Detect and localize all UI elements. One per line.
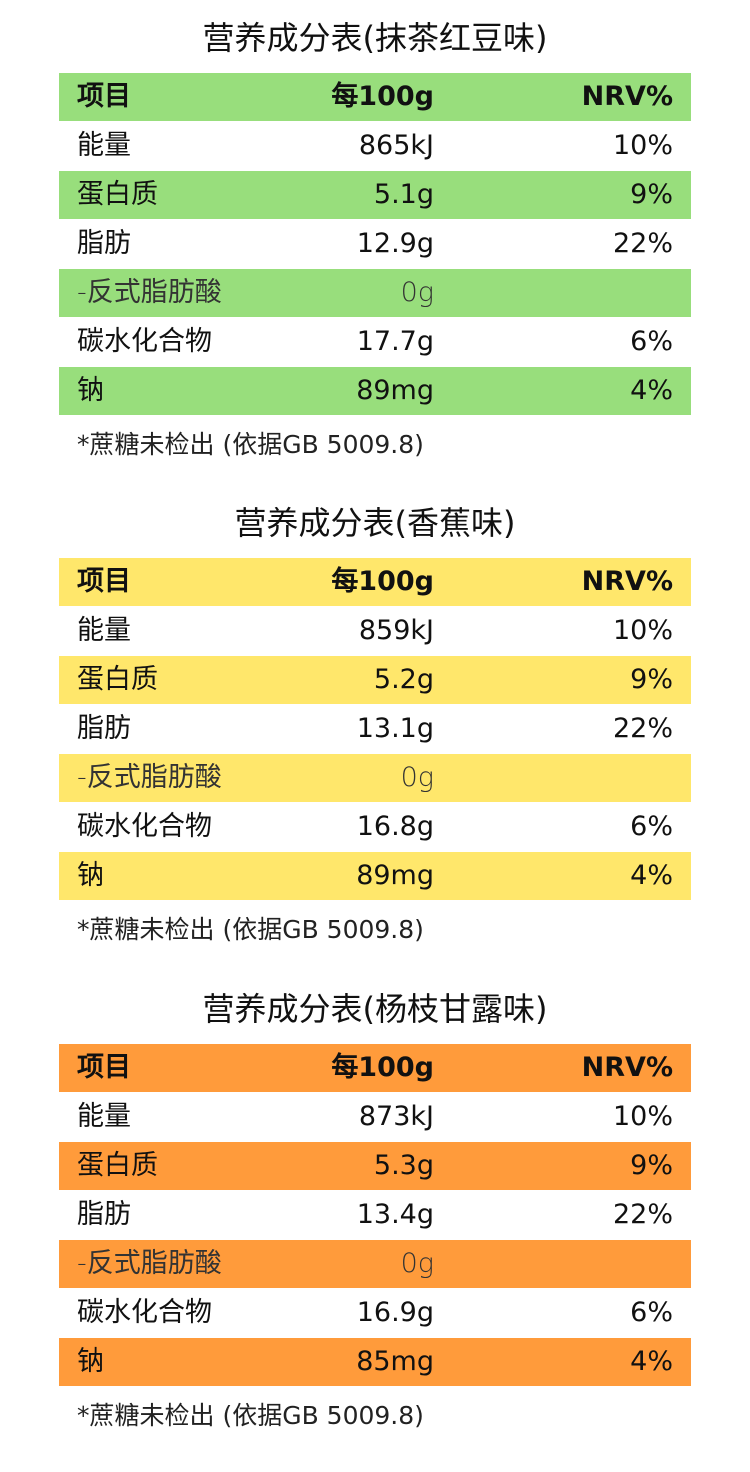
table-row: -反式脂肪酸 0g <box>59 269 691 317</box>
item-name: 碳水化合物 <box>77 1297 212 1328</box>
section-title: 营养成分表(香蕉味) <box>234 504 516 542</box>
per-100g-value: 865kJ <box>358 130 434 161</box>
item-name: 钠 <box>77 375 104 406</box>
table-row: 蛋白质 5.2g 9% <box>59 656 691 704</box>
table-row: 碳水化合物 17.7g 6% <box>59 317 691 367</box>
nrv-value: NRV% <box>581 566 673 597</box>
per-100g-value: 每100g <box>331 1052 434 1083</box>
nrv-value: 22% <box>612 713 673 744</box>
item-name: 钠 <box>77 860 104 891</box>
table-row: 碳水化合物 16.8g 6% <box>59 802 691 852</box>
item-name: 脂肪 <box>77 713 131 744</box>
item-name: 钠 <box>77 1346 104 1377</box>
item-name: 能量 <box>77 1101 131 1132</box>
nutrition-section: 营养成分表(香蕉味) 项目 每100g NRV% 能量 859kJ 10% 蛋白… <box>0 485 750 970</box>
nutrition-section: 营养成分表(抹茶红豆味) 项目 每100g NRV% 能量 865kJ 10% … <box>0 0 750 485</box>
per-100g-value: 每100g <box>331 81 434 112</box>
nutrition-table: 项目 每100g NRV% 能量 873kJ 10% 蛋白质 5.3g 9% 脂… <box>59 1044 691 1386</box>
table-row: 能量 859kJ 10% <box>59 606 691 656</box>
table-row: 蛋白质 5.1g 9% <box>59 171 691 219</box>
per-100g-value: 89mg <box>356 375 434 406</box>
table-row: 脂肪 12.9g 22% <box>59 219 691 269</box>
table-header: 项目 每100g NRV% <box>59 558 691 606</box>
table-row: -反式脂肪酸 0g <box>59 754 691 802</box>
nrv-value: 4% <box>630 375 673 406</box>
per-100g-value: 16.9g <box>356 1297 434 1328</box>
item-name: 能量 <box>77 615 131 646</box>
item-name: 能量 <box>77 130 131 161</box>
per-100g-value: 13.1g <box>356 713 434 744</box>
item-name: 项目 <box>77 81 131 112</box>
footnote: *蔗糖未检出 (依据GB 5009.8) <box>77 915 424 944</box>
nrv-value: 22% <box>612 228 673 259</box>
table-row: -反式脂肪酸 0g <box>59 1240 691 1288</box>
per-100g-value: 89mg <box>356 860 434 891</box>
table-row: 能量 865kJ 10% <box>59 121 691 171</box>
per-100g-value: 85mg <box>356 1346 434 1377</box>
nrv-value: 22% <box>612 1199 673 1230</box>
nrv-value: 6% <box>630 811 673 842</box>
nrv-value: 10% <box>612 1101 673 1132</box>
item-name: 蛋白质 <box>77 1150 158 1181</box>
per-100g-value: 5.1g <box>373 179 434 210</box>
per-100g-value: 12.9g <box>356 228 434 259</box>
nrv-value: NRV% <box>581 1052 673 1083</box>
nrv-value: 10% <box>612 615 673 646</box>
item-name: 项目 <box>77 566 131 597</box>
per-100g-value: 5.3g <box>373 1150 434 1181</box>
nutrition-section: 营养成分表(杨枝甘露味) 项目 每100g NRV% 能量 873kJ 10% … <box>0 971 750 1456</box>
table-row: 脂肪 13.4g 22% <box>59 1190 691 1240</box>
per-100g-value: 17.7g <box>356 326 434 357</box>
table-row: 能量 873kJ 10% <box>59 1092 691 1142</box>
per-100g-value: 0g <box>400 1248 434 1279</box>
item-name: -反式脂肪酸 <box>77 762 222 793</box>
table-row: 钠 85mg 4% <box>59 1338 691 1386</box>
per-100g-value: 每100g <box>331 566 434 597</box>
section-title: 营养成分表(抹茶红豆味) <box>202 19 548 57</box>
per-100g-value: 0g <box>400 762 434 793</box>
nutrition-table: 项目 每100g NRV% 能量 859kJ 10% 蛋白质 5.2g 9% 脂… <box>59 558 691 900</box>
nrv-value: 4% <box>630 1346 673 1377</box>
per-100g-value: 859kJ <box>358 615 434 646</box>
per-100g-value: 16.8g <box>356 811 434 842</box>
item-name: 碳水化合物 <box>77 326 212 357</box>
table-row: 脂肪 13.1g 22% <box>59 704 691 754</box>
nrv-value: 4% <box>630 860 673 891</box>
table-row: 蛋白质 5.3g 9% <box>59 1142 691 1190</box>
table-header: 项目 每100g NRV% <box>59 1044 691 1092</box>
table-header: 项目 每100g NRV% <box>59 73 691 121</box>
item-name: 项目 <box>77 1052 131 1083</box>
per-100g-value: 13.4g <box>356 1199 434 1230</box>
item-name: 脂肪 <box>77 228 131 259</box>
item-name: 脂肪 <box>77 1199 131 1230</box>
per-100g-value: 5.2g <box>373 664 434 695</box>
nrv-value: 9% <box>630 664 673 695</box>
table-row: 钠 89mg 4% <box>59 367 691 415</box>
item-name: 碳水化合物 <box>77 811 212 842</box>
item-name: -反式脂肪酸 <box>77 1248 222 1279</box>
item-name: 蛋白质 <box>77 179 158 210</box>
section-title: 营养成分表(杨枝甘露味) <box>202 990 548 1028</box>
nrv-value: 9% <box>630 1150 673 1181</box>
nrv-value: 6% <box>630 1297 673 1328</box>
footnote: *蔗糖未检出 (依据GB 5009.8) <box>77 430 424 459</box>
nrv-value: 9% <box>630 179 673 210</box>
item-name: 蛋白质 <box>77 664 158 695</box>
nutrition-table: 项目 每100g NRV% 能量 865kJ 10% 蛋白质 5.1g 9% 脂… <box>59 73 691 415</box>
per-100g-value: 873kJ <box>358 1101 434 1132</box>
per-100g-value: 0g <box>400 277 434 308</box>
table-row: 碳水化合物 16.9g 6% <box>59 1288 691 1338</box>
table-row: 钠 89mg 4% <box>59 852 691 900</box>
footnote: *蔗糖未检出 (依据GB 5009.8) <box>77 1401 424 1430</box>
nrv-value: 6% <box>630 326 673 357</box>
nrv-value: 10% <box>612 130 673 161</box>
nrv-value: NRV% <box>581 81 673 112</box>
item-name: -反式脂肪酸 <box>77 277 222 308</box>
